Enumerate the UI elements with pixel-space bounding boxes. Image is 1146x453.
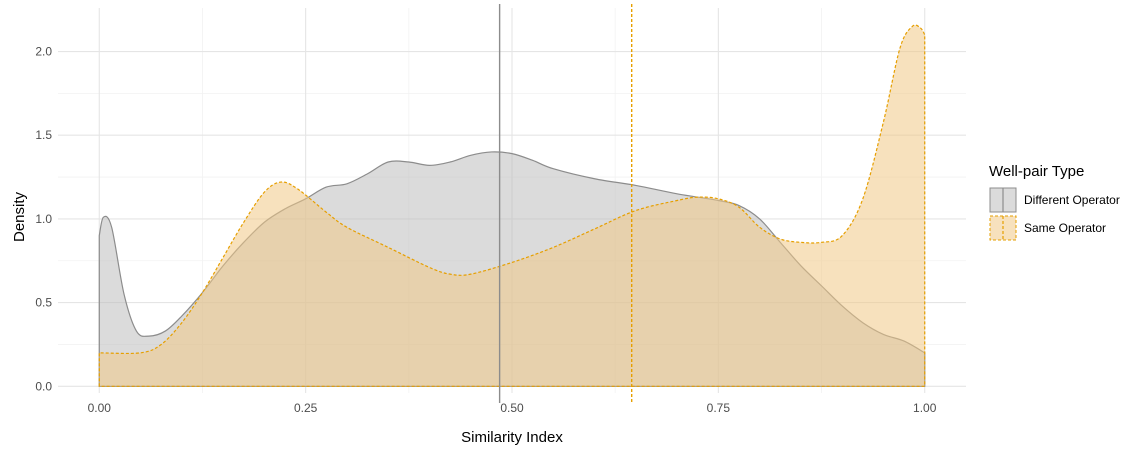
y-tick-label: 0.5 [35,296,52,310]
same-operator-density-area [99,25,925,387]
density-areas [98,24,926,387]
y-tick-label: 1.0 [35,212,52,226]
y-axis-title: Density [11,191,28,242]
different-operator-legend-label: Different Operator [1024,193,1120,207]
same-operator-density-line [98,24,926,387]
x-tick-label: 0.50 [500,401,524,415]
legend-title: Well-pair Type [989,163,1084,180]
y-tick-label: 1.5 [35,128,52,142]
axes: 0.00 0.25 0.50 0.75 1.00 0.0 0.5 1.0 1.5 2.0 [35,45,936,415]
x-tick-label: 0.00 [88,401,112,415]
same-operator-legend-label: Same Operator [1024,221,1106,235]
legend: Well-pair Type Different Operator Same Op… [989,163,1120,241]
x-tick-label: 1.00 [913,401,937,415]
y-tick-label: 0.0 [35,379,52,393]
x-tick-label: 0.75 [707,401,731,415]
x-tick-label: 0.25 [294,401,318,415]
x-axis-title: Similarity Index [461,429,563,446]
mean-lines [498,4,633,403]
y-tick-label: 2.0 [35,45,52,59]
